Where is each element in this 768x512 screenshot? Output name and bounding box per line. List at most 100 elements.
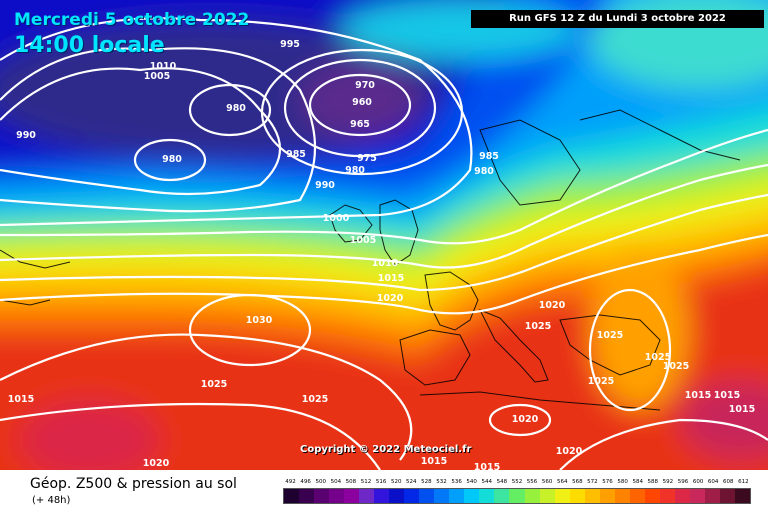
scale-swatch (644, 489, 660, 503)
scale-swatch (584, 489, 600, 503)
isobar-label: 975 (357, 153, 377, 164)
scale-swatch (359, 489, 375, 503)
scale-swatch (419, 489, 435, 503)
isobar-label: 995 (280, 39, 300, 50)
scale-swatch (674, 489, 690, 503)
isobar-label: 1020 (143, 458, 170, 469)
model-run-label: Run GFS 12 Z du Lundi 3 octobre 2022 (471, 10, 764, 28)
isobar-label: 1015 (714, 390, 740, 401)
scale-swatch (569, 489, 585, 503)
scale-swatch (464, 489, 480, 503)
isobar-label: 1025 (588, 376, 614, 387)
isobar-label: 1015 (8, 394, 34, 405)
scale-value: 520 (390, 479, 402, 485)
scale-value: 556 (526, 479, 538, 485)
weather-map: 995 1010 1005 980 990 980 985 970 960 96… (0, 0, 768, 470)
scale-swatch (344, 489, 360, 503)
scale-swatch (479, 489, 495, 503)
scale-swatch (509, 489, 525, 503)
scale-value: 504 (330, 479, 342, 485)
scale-swatch (659, 489, 675, 503)
scale-bar (283, 488, 751, 504)
isobar-label: 1025 (663, 361, 689, 372)
scale-swatch (374, 489, 390, 503)
scale-swatch (314, 489, 330, 503)
isobar-label: 985 (479, 151, 499, 162)
forecast-date: Mercredi 5 octobre 2022 (14, 10, 250, 30)
isobar-label: 980 (162, 154, 182, 165)
scale-swatch (389, 489, 405, 503)
scale-value: 544 (481, 479, 493, 485)
legend-footer: Géop. Z500 & pression au sol (+ 48h) 492… (0, 470, 768, 512)
isobar-label: 1020 (556, 446, 583, 457)
forecast-time: 14:00 locale (14, 33, 165, 58)
legend-subtitle: (+ 48h) (32, 495, 71, 506)
legend-title: Géop. Z500 & pression au sol (30, 476, 237, 492)
isobar-label: 1025 (302, 394, 328, 405)
isobar-label: 970 (355, 80, 375, 91)
isobar-label: 1025 (597, 330, 623, 341)
scale-value: 580 (617, 479, 628, 485)
scale-value: 508 (345, 479, 357, 485)
scale-value: 564 (556, 479, 568, 485)
isobar-label: 1025 (525, 321, 551, 332)
scale-swatch (299, 489, 315, 503)
scale-swatch (689, 489, 705, 503)
scale-value: 496 (300, 479, 311, 485)
isobar-label: 1005 (350, 235, 376, 246)
scale-swatch (434, 489, 450, 503)
isobar-label: 960 (352, 97, 372, 108)
isobars (0, 17, 768, 470)
scale-value: 560 (541, 479, 553, 485)
isobar-label: 990 (16, 130, 36, 141)
scale-swatch (449, 489, 465, 503)
isobar-label: 1010 (372, 258, 399, 269)
scale-value: 584 (632, 479, 643, 485)
scale-value: 588 (647, 479, 659, 485)
scale-value: 576 (602, 479, 613, 485)
scale-value: 612 (738, 479, 749, 485)
scale-value: 512 (360, 479, 372, 485)
scale-swatch (629, 489, 645, 503)
scale-swatch (539, 489, 555, 503)
scale-labels: 492 496 500 504 508 512 516 520 524 528 532 536 540 5… (283, 477, 751, 487)
scale-swatch (404, 489, 420, 503)
isobar-label: 980 (226, 103, 246, 114)
isobar-label: 1025 (201, 379, 227, 390)
scale-swatch (614, 489, 630, 503)
copyright-text: Copyright © 2022 Meteociel.fr (300, 444, 472, 455)
scale-swatch (494, 489, 510, 503)
scale-value: 516 (375, 479, 387, 485)
scale-swatch (284, 489, 300, 503)
scale-value: 604 (707, 479, 719, 485)
scale-value: 536 (451, 479, 462, 485)
scale-value: 548 (496, 479, 508, 485)
scale-value: 592 (662, 479, 674, 485)
isobar-label: 1010 (150, 61, 177, 72)
scale-swatch (329, 489, 345, 503)
scale-swatch (704, 489, 720, 503)
isobar-label: 1020 (512, 414, 539, 425)
scale-swatch (554, 489, 570, 503)
isobar-label: 980 (345, 165, 365, 176)
isobar-label: 990 (315, 180, 335, 191)
scale-swatch (524, 489, 540, 503)
color-scale: 492 496 500 504 508 512 516 520 524 528 532 536 540 5… (283, 477, 751, 504)
isobar-label: 965 (350, 119, 370, 130)
scale-value: 572 (587, 479, 598, 485)
isobar-label: 1015 (474, 462, 500, 470)
scale-value: 552 (511, 479, 523, 485)
scale-swatch (734, 489, 750, 503)
isobar-labels: 995 1010 1005 980 990 980 985 970 960 96… (8, 39, 755, 470)
scale-value: 528 (421, 479, 432, 485)
isobar-label: 1005 (144, 71, 170, 82)
isobar-label: 985 (286, 149, 306, 160)
isobar-label: 1000 (323, 213, 350, 224)
scale-value: 596 (677, 479, 689, 485)
isobar-label: 1015 (685, 390, 711, 401)
scale-value: 600 (692, 479, 704, 485)
isobar-label: 1015 (421, 456, 447, 467)
scale-value: 492 (285, 479, 296, 485)
scale-value: 568 (572, 479, 583, 485)
